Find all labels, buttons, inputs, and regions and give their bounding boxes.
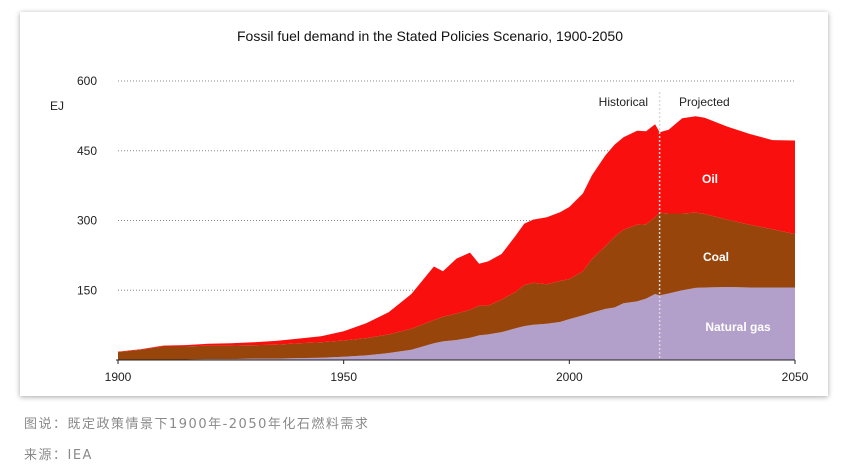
area-natural-gas	[118, 287, 795, 360]
series-label-oil: Oil	[702, 172, 718, 186]
fossil-fuel-chart: Fossil fuel demand in the Stated Policie…	[50, 28, 809, 384]
series-label-natural-gas: Natural gas	[705, 320, 771, 334]
x-tick-label-1950: 1950	[330, 370, 357, 384]
area-coal	[118, 212, 795, 360]
x-tick-label-2050: 2050	[782, 370, 809, 384]
area-series	[118, 116, 795, 360]
y-tick-label-600: 600	[77, 74, 97, 88]
x-tick-label-1900: 1900	[105, 370, 132, 384]
x-tick-label-2000: 2000	[556, 370, 583, 384]
figure-source: 来源：IEA	[24, 448, 93, 463]
y-tick-label-150: 150	[77, 283, 97, 297]
label-historical: Historical	[599, 95, 648, 109]
label-projected: Projected	[679, 95, 730, 109]
y-axis-label: EJ	[50, 99, 64, 113]
chart-title: Fossil fuel demand in the Stated Policie…	[237, 28, 623, 44]
chart-card: Fossil fuel demand in the Stated Policie…	[20, 12, 828, 396]
figure-caption: 图说：既定政策情景下1900年-2050年化石燃料需求	[24, 417, 370, 432]
series-label-coal: Coal	[703, 250, 729, 264]
area-oil	[118, 116, 795, 353]
y-tick-label-450: 450	[77, 144, 97, 158]
y-tick-label-300: 300	[77, 214, 97, 228]
axes: 1900 1950 2000 2050	[105, 359, 809, 384]
